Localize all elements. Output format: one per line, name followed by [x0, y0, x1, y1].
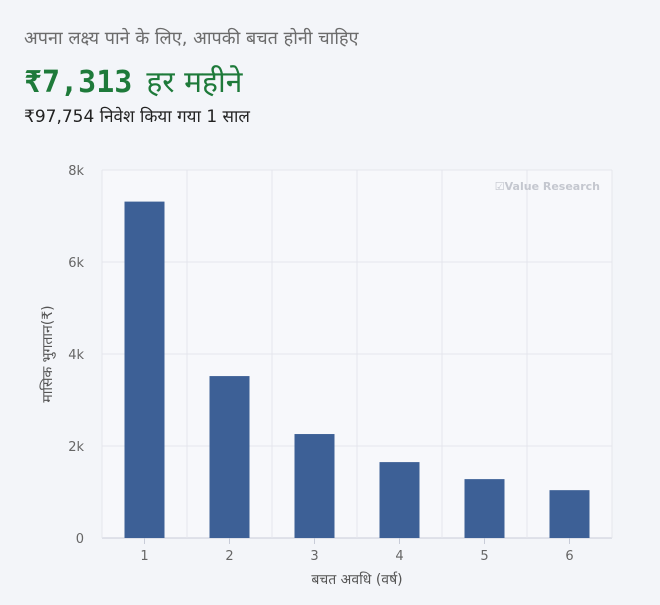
y-tick-label: 6k [68, 256, 84, 271]
y-tick-label: 4k [68, 348, 84, 363]
bar-4 [379, 462, 420, 538]
x-tick-label: 3 [310, 549, 318, 564]
bar-5 [464, 479, 505, 538]
x-tick-label: 4 [395, 549, 403, 564]
x-tick-label: 5 [480, 549, 488, 564]
y-axis-label: मासिक भुगतान(₹) [39, 305, 56, 402]
invested-summary: ₹97,754 निवेश किया गया 1 साल [24, 107, 250, 127]
amount-suffix: हर महीने [146, 65, 243, 100]
y-tick-label: 0 [76, 532, 84, 547]
bar-6 [549, 490, 590, 538]
y-tick-label: 2k [68, 440, 84, 455]
goal-subtitle: अपना लक्ष्य पाने के लिए, आपकी बचत होनी च… [24, 28, 359, 49]
x-tick-label: 1 [140, 549, 148, 564]
y-tick-label: 8k [68, 164, 84, 179]
x-tick-label: 6 [565, 549, 573, 564]
bar-3 [294, 434, 335, 538]
bar-1 [124, 201, 165, 539]
x-tick-label: 2 [225, 549, 233, 564]
x-axis-label: बचत अवधि (वर्ष) [311, 571, 402, 588]
monthly-amount: ₹7,313 हर महीने [24, 60, 242, 101]
watermark: ☑Value Research [495, 180, 600, 193]
bar-2 [209, 376, 250, 538]
amount-value: ₹7,313 [24, 65, 133, 100]
